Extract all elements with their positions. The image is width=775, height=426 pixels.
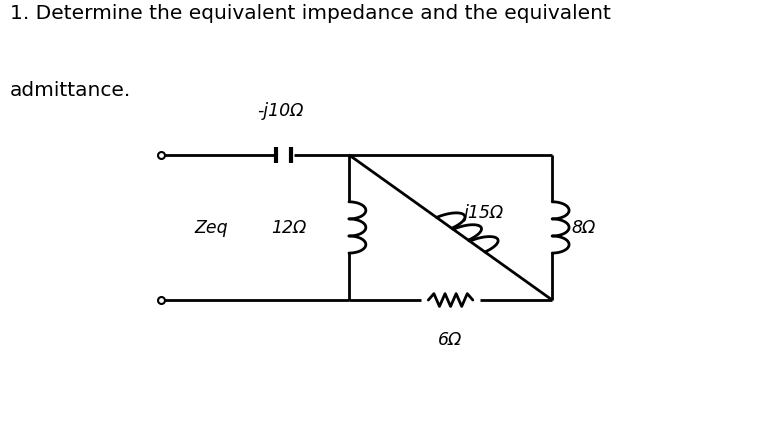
Text: 1. Determine the equivalent impedance and the equivalent: 1. Determine the equivalent impedance an… <box>10 4 611 23</box>
Text: 12Ω: 12Ω <box>271 219 307 237</box>
Text: admittance.: admittance. <box>10 81 131 100</box>
Text: j15Ω: j15Ω <box>464 204 504 222</box>
Text: -j10Ω: -j10Ω <box>257 101 303 119</box>
Text: Zeq: Zeq <box>194 219 228 237</box>
Text: 8Ω: 8Ω <box>571 219 596 237</box>
Text: 6Ω: 6Ω <box>438 330 463 348</box>
